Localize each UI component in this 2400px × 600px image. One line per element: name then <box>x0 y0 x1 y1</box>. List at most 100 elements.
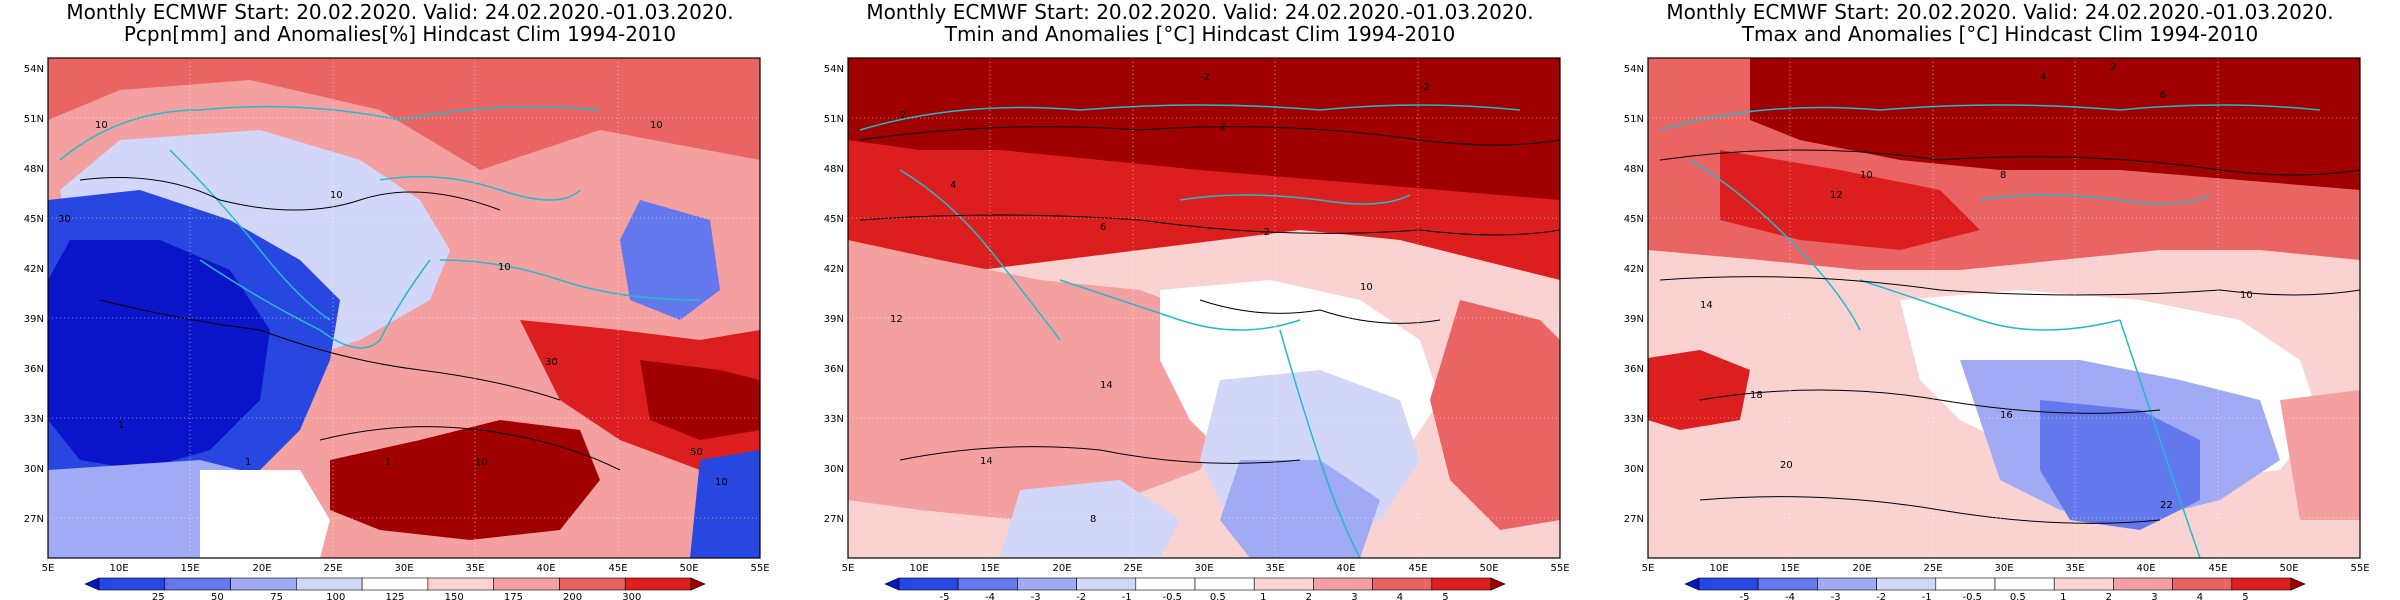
colorbar-tick-label: -3 <box>1831 592 1841 600</box>
contour-label: 10 <box>330 190 343 201</box>
colorbar-segment <box>1935 577 1996 591</box>
map-tmin: 54N 51N 48N 45N 42N 39N 36N 33N 30N 27N … <box>824 57 1570 600</box>
panel-title-line2: Tmax and Anomalies [°C] Hindcast Clim 19… <box>1741 22 2259 46</box>
contour-value-labels: 10 10 10 10 30 30 1 1 1 10 10 50 <box>58 120 728 488</box>
contour-label: 16 <box>2000 410 2013 421</box>
lat-tick-label: 33N <box>824 414 844 425</box>
contour-label: 1 <box>245 457 251 468</box>
colorbar-segment <box>1253 577 1314 591</box>
colorbar-segment <box>957 577 1018 591</box>
coastlines <box>859 104 1521 558</box>
lat-tick-label: 30N <box>24 464 44 475</box>
contour-label: 30 <box>545 357 558 368</box>
colorbar-tick-label: 2 <box>2106 592 2112 600</box>
lon-tick-label: 25E <box>1923 563 1942 574</box>
contour-label: 14 <box>1700 300 1713 311</box>
panel-tmax: Monthly ECMWF Start: 20.02.2020. Valid: … <box>1600 0 2400 600</box>
colorbar-tick-label: 0.5 <box>2010 592 2026 600</box>
colorbar-segment <box>2172 577 2233 591</box>
colorbar-arrow-low <box>884 577 900 591</box>
lat-tick-label: 42N <box>1624 264 1644 275</box>
colorbar-segment <box>1817 577 1877 591</box>
contour-label: 8 <box>2000 170 2006 181</box>
contour-label: 18 <box>1750 390 1763 401</box>
lon-tick-label: 20E <box>1052 563 1071 574</box>
contour-label: 22 <box>2160 500 2173 511</box>
colorbar-segment <box>493 577 560 591</box>
contour-label: 1 <box>385 457 391 468</box>
colorbar-segment <box>1757 577 1818 591</box>
lat-tick-label: 54N <box>1624 64 1644 75</box>
contour-label: 12 <box>890 314 903 325</box>
colorbar-tick-label: 3 <box>2151 592 2157 600</box>
colorbar-segment <box>1994 577 2055 591</box>
colorbar-tick-label: -0.5 <box>1962 592 1982 600</box>
map-frame <box>47 57 761 559</box>
contour-label: 4 <box>2040 72 2046 83</box>
lon-axis-labels: 5E 10E 15E 20E 25E 30E 35E 40E 45E 50E 5… <box>1642 563 2370 574</box>
lon-tick-label: 40E <box>2136 563 2155 574</box>
colorbar-segment <box>1372 577 1433 591</box>
colorbar-tick-label: 5 <box>2242 592 2248 600</box>
lat-tick-label: 48N <box>824 164 844 175</box>
lat-tick-label: 36N <box>1624 364 1644 375</box>
lon-tick-label: 10E <box>109 563 128 574</box>
contours <box>859 126 1560 464</box>
lon-tick-label: 25E <box>1123 563 1142 574</box>
lon-tick-label: 40E <box>1336 563 1355 574</box>
colorbar-tick-label: 1 <box>2060 592 2066 600</box>
contour-value-labels: 2 4 6 8 10 12 14 16 18 20 22 10 <box>1700 62 2253 511</box>
graticule <box>1648 58 2360 558</box>
map-tmax: 54N 51N 48N 45N 42N 39N 36N 33N 30N 27N … <box>1624 57 2370 600</box>
colorbar-segment <box>230 577 297 591</box>
colorbar-segment <box>164 577 231 591</box>
lon-tick-label: 50E <box>1479 563 1498 574</box>
contour-label: 12 <box>1830 190 1843 201</box>
lat-tick-label: 33N <box>24 414 44 425</box>
lon-tick-label: 5E <box>1642 563 1655 574</box>
contour-label: 10 <box>715 477 728 488</box>
lon-tick-label: 5E <box>842 563 855 574</box>
lon-tick-label: 10E <box>909 563 928 574</box>
colorbar-segment <box>2231 577 2292 591</box>
colorbar-tick-label: 125 <box>385 592 404 600</box>
panel-tmin: Monthly ECMWF Start: 20.02.2020. Valid: … <box>800 0 1600 600</box>
colorbar-arrow-high <box>1490 577 1506 591</box>
colorbar-arrow-high <box>2290 577 2306 591</box>
lat-tick-label: 39N <box>24 314 44 325</box>
contour-label: 4 <box>950 180 956 191</box>
colorbar-segment <box>1698 577 1759 591</box>
lat-tick-label: 36N <box>824 364 844 375</box>
contour-label: 8 <box>1090 514 1096 525</box>
lat-tick-label: 51N <box>1624 114 1644 125</box>
colorbar-tick-label: 50 <box>211 592 224 600</box>
lat-tick-label: 33N <box>1624 414 1644 425</box>
lat-tick-label: 54N <box>24 64 44 75</box>
lat-axis-labels: 54N 51N 48N 45N 42N 39N 36N 33N 30N 27N <box>824 64 844 525</box>
lat-tick-label: 39N <box>1624 314 1644 325</box>
colorbar-tick-label: 3 <box>1351 592 1357 600</box>
lat-axis-labels: 54N 51N 48N 45N 42N 39N 36N 33N 30N 27N <box>1624 64 1644 525</box>
lon-tick-label: 50E <box>2279 563 2298 574</box>
colorbar-segment <box>2113 577 2173 591</box>
lon-tick-label: 20E <box>1852 563 1871 574</box>
lon-tick-label: 30E <box>1194 563 1213 574</box>
contours <box>79 177 621 471</box>
lat-tick-label: 54N <box>824 64 844 75</box>
lat-tick-label: 42N <box>824 264 844 275</box>
lon-tick-label: 35E <box>2065 563 2084 574</box>
contour-label: 6 <box>2160 90 2166 101</box>
colorbar-arrow-low <box>84 577 100 591</box>
map-frame <box>847 57 1561 559</box>
contour-label: -2 <box>1420 82 1430 93</box>
colorbar: -5 -4 -3 -2 -1 -0.5 0.5 1 2 3 4 5 <box>884 577 1506 600</box>
panel-precipitation: Monthly ECMWF Start: 20.02.2020. Valid: … <box>0 0 800 600</box>
colorbar-segment <box>296 577 363 591</box>
colorbar-segment <box>1017 577 1077 591</box>
contour-label: 10 <box>475 457 488 468</box>
lon-tick-label: 30E <box>394 563 413 574</box>
contour-label: 14 <box>980 456 993 467</box>
contour-label: -2 <box>1200 72 1210 83</box>
lon-tick-label: 15E <box>1780 563 1799 574</box>
lon-tick-label: 50E <box>679 563 698 574</box>
